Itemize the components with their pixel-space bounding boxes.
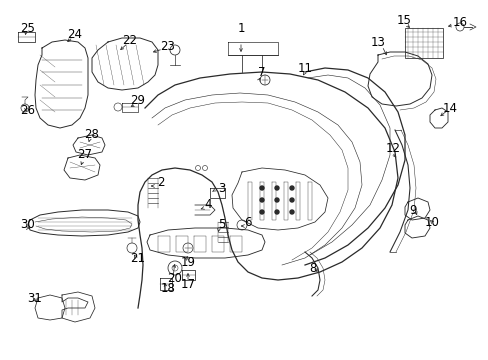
- Circle shape: [289, 198, 293, 202]
- Text: 18: 18: [160, 282, 175, 294]
- Text: 21: 21: [130, 252, 145, 265]
- Text: 23: 23: [160, 40, 175, 54]
- Text: 14: 14: [442, 102, 457, 114]
- Circle shape: [260, 210, 264, 214]
- Text: 29: 29: [130, 94, 145, 107]
- Circle shape: [274, 186, 279, 190]
- Text: 7: 7: [258, 67, 265, 80]
- Text: 31: 31: [27, 292, 42, 305]
- Circle shape: [260, 186, 264, 190]
- Text: 25: 25: [20, 22, 35, 35]
- Text: 5: 5: [218, 219, 225, 231]
- Circle shape: [274, 198, 279, 202]
- Text: 6: 6: [244, 216, 251, 229]
- Circle shape: [274, 210, 279, 214]
- Text: 15: 15: [396, 13, 410, 27]
- Text: 2: 2: [157, 176, 164, 189]
- Text: 22: 22: [122, 33, 137, 46]
- Text: 20: 20: [167, 271, 182, 284]
- Text: 19: 19: [180, 256, 195, 269]
- Text: 26: 26: [20, 104, 36, 117]
- Text: 13: 13: [370, 36, 385, 49]
- Text: 28: 28: [84, 129, 99, 141]
- Circle shape: [260, 198, 264, 202]
- Bar: [404, 28, 442, 58]
- Circle shape: [289, 186, 293, 190]
- Text: 3: 3: [218, 181, 225, 194]
- Text: 8: 8: [309, 261, 316, 274]
- Text: 30: 30: [20, 219, 35, 231]
- Text: 9: 9: [408, 203, 416, 216]
- Text: 16: 16: [451, 17, 467, 30]
- Circle shape: [289, 210, 293, 214]
- Text: 24: 24: [67, 28, 82, 41]
- Text: 27: 27: [77, 148, 92, 162]
- Text: 12: 12: [385, 141, 400, 154]
- Text: 17: 17: [180, 279, 195, 292]
- Text: 11: 11: [297, 62, 312, 75]
- Text: 10: 10: [424, 216, 439, 229]
- Text: 1: 1: [237, 22, 244, 35]
- Text: 4: 4: [204, 198, 211, 211]
